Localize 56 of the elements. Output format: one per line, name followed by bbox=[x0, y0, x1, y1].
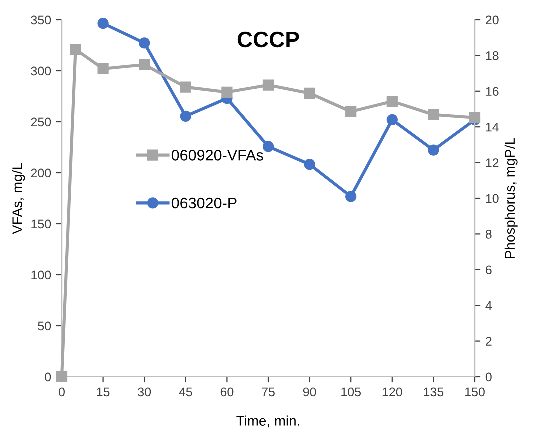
y2-tick-label: 8 bbox=[486, 230, 492, 239]
y-tick-label: 100 bbox=[32, 270, 52, 280]
x-tick-label: 90 bbox=[303, 388, 316, 397]
y2-tick-label: 14 bbox=[486, 123, 499, 132]
point bbox=[222, 86, 233, 98]
y-tick-label: 150 bbox=[32, 220, 52, 229]
point bbox=[262, 80, 274, 91]
x-axis-title: Time, min. bbox=[236, 416, 300, 428]
chart-title: CCCP bbox=[238, 32, 300, 48]
x-tick-label: 120 bbox=[382, 388, 402, 397]
y2-tick-label: 10 bbox=[486, 194, 499, 204]
x-tick-label: 135 bbox=[424, 388, 444, 397]
y-tick-label: 250 bbox=[31, 118, 52, 127]
x-tick-label: 150 bbox=[466, 388, 485, 397]
y-axis-title: VFAs, mg/L bbox=[12, 163, 26, 234]
y2-tick-label: 0 bbox=[486, 372, 492, 382]
legend-label: 063020-P bbox=[172, 198, 237, 209]
point bbox=[428, 109, 440, 120]
point bbox=[304, 159, 316, 170]
point bbox=[386, 114, 398, 126]
point bbox=[180, 110, 192, 122]
y-tick-label: 200 bbox=[31, 168, 52, 178]
legend-label: 060920-VFAs bbox=[172, 150, 264, 161]
point bbox=[180, 82, 192, 93]
x-tick-label: 105 bbox=[342, 388, 362, 397]
point bbox=[139, 59, 150, 70]
point bbox=[386, 96, 398, 108]
x-tick-label: 75 bbox=[262, 388, 275, 397]
x-tick-label: 45 bbox=[179, 388, 192, 397]
point bbox=[70, 44, 82, 56]
y2-tick-label: 16 bbox=[486, 87, 499, 96]
x-tick-label: 0 bbox=[59, 388, 65, 397]
y2-tick-label: 6 bbox=[486, 266, 492, 275]
point bbox=[139, 38, 150, 49]
y-tick-label: 300 bbox=[31, 66, 52, 76]
y2-tick-label: 2 bbox=[486, 337, 492, 346]
point bbox=[346, 106, 357, 118]
point bbox=[56, 371, 68, 383]
point bbox=[469, 112, 481, 124]
point bbox=[304, 88, 316, 99]
y2-tick-label: 20 bbox=[486, 16, 499, 25]
point bbox=[98, 63, 109, 75]
point bbox=[346, 191, 357, 202]
y2-tick-label: 12 bbox=[486, 158, 499, 168]
x-tick-label: 60 bbox=[220, 388, 234, 397]
y2-tick-label: 18 bbox=[486, 52, 499, 60]
y-tick-label: 0 bbox=[45, 372, 52, 382]
point bbox=[98, 18, 109, 30]
y2-tick-label: 4 bbox=[486, 302, 492, 310]
x-tick-label: 30 bbox=[138, 388, 152, 397]
point bbox=[428, 144, 440, 156]
y-tick-label: 350 bbox=[31, 16, 52, 25]
y2-axis-title: Phosphorus, mgP/L bbox=[504, 138, 518, 258]
point bbox=[262, 141, 274, 152]
x-tick-label: 15 bbox=[97, 388, 110, 397]
y-tick-label: 50 bbox=[38, 322, 52, 331]
